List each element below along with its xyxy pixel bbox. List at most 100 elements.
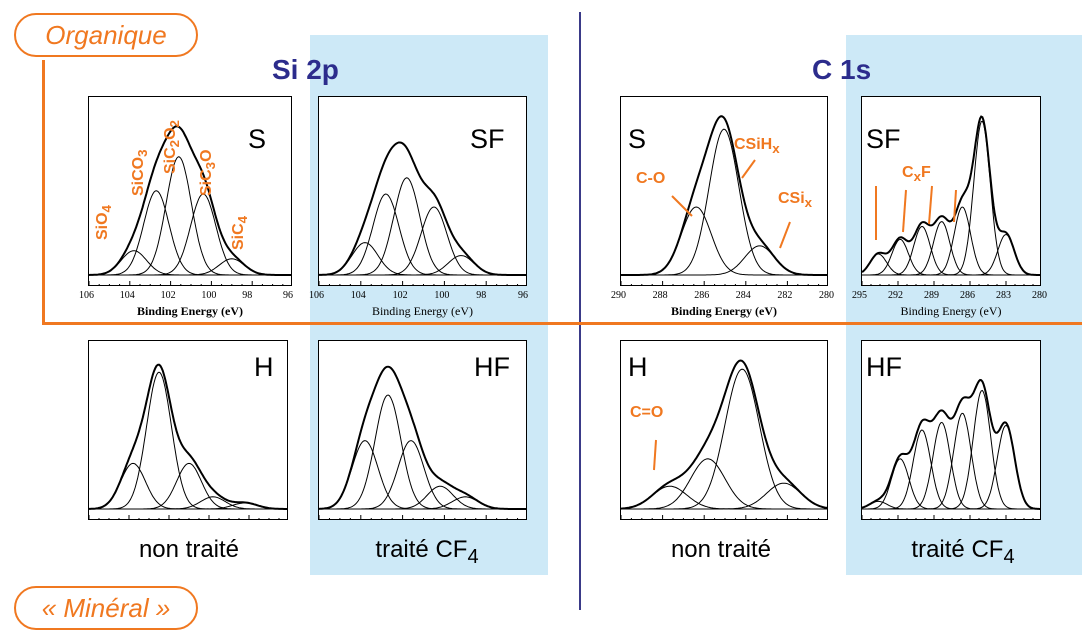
ann-csix: CSix bbox=[778, 190, 813, 211]
envelope-curve bbox=[319, 365, 526, 510]
traite-text: traité CF bbox=[375, 536, 468, 563]
envelope-curve bbox=[89, 125, 291, 276]
x-tick-label: 280 bbox=[1032, 290, 1047, 301]
panel-c-sf bbox=[861, 96, 1041, 286]
x-tick-label: 283 bbox=[996, 290, 1011, 301]
panel-si-hf bbox=[318, 340, 527, 520]
component-peak-1 bbox=[862, 500, 1040, 510]
spectrum-c-s bbox=[621, 115, 827, 285]
organique-bracket-vertical bbox=[42, 60, 45, 325]
panel-label-si-s: S bbox=[248, 124, 267, 154]
x-tick-label: 282 bbox=[777, 290, 793, 301]
ann-csihx: CSiHx bbox=[734, 136, 780, 157]
organique-label: Organique bbox=[14, 13, 198, 57]
row-divider bbox=[42, 322, 1082, 325]
label-traite-si: traité CF4 bbox=[312, 536, 542, 569]
envelope-curve bbox=[862, 115, 1040, 276]
x-tick-label: 288 bbox=[652, 290, 668, 301]
envelope-curve bbox=[319, 141, 526, 276]
x-tick-label: 100 bbox=[434, 290, 450, 301]
x-tick-label: 100 bbox=[201, 290, 217, 301]
spectrum-c-sf bbox=[862, 115, 1040, 285]
envelope-curve bbox=[89, 363, 287, 510]
x-tick-label: 96 bbox=[518, 290, 528, 301]
panel-c-h bbox=[620, 340, 828, 520]
mineral-label: « Minéral » bbox=[14, 586, 198, 630]
spectrum-si-s bbox=[89, 125, 291, 285]
label-non-traite-c: non traité bbox=[670, 536, 772, 563]
section-title-si2p: Si 2p bbox=[272, 54, 339, 85]
traite-sub: 4 bbox=[467, 545, 479, 568]
component-peak-3 bbox=[862, 429, 1040, 510]
x-tick-label: 295 bbox=[852, 290, 867, 301]
x-tick-label: 106 bbox=[309, 290, 324, 301]
component-peak-1 bbox=[89, 250, 291, 276]
x-tick-label: 280 bbox=[819, 290, 834, 301]
panel-label-c-sf: SF bbox=[866, 124, 901, 154]
x-tick-label: 102 bbox=[160, 290, 176, 301]
envelope-curve bbox=[621, 115, 827, 276]
panel-label-si-h: H bbox=[254, 352, 274, 382]
component-peak-4 bbox=[89, 496, 287, 510]
panel-label-c-hf: HF bbox=[866, 352, 902, 382]
ann-co: C-O bbox=[636, 170, 666, 187]
ann-ceo: C=O bbox=[630, 404, 664, 421]
ann-cxf: CxF bbox=[902, 164, 931, 185]
spectrum-si-sf bbox=[319, 141, 526, 285]
component-peak-1 bbox=[621, 206, 827, 276]
x-tick-label: 96 bbox=[283, 290, 293, 301]
panel-label-si-hf: HF bbox=[474, 352, 510, 382]
x-tick-label: 104 bbox=[350, 290, 366, 301]
panel-label-si-sf: SF bbox=[470, 124, 505, 154]
envelope-curve bbox=[621, 359, 827, 510]
component-peak-5 bbox=[862, 206, 1040, 276]
x-tick-label: 286 bbox=[694, 290, 710, 301]
label-non-traite-si: non traité bbox=[138, 536, 240, 563]
component-peak-3 bbox=[89, 156, 291, 276]
component-peak-7 bbox=[862, 233, 1040, 276]
ann-sic3o: SiC3O bbox=[198, 149, 219, 196]
ann-sico3: SiCO3 bbox=[130, 149, 151, 196]
x-tick-label: 290 bbox=[611, 290, 626, 301]
xlabel-c-s: Binding Energy (eV) bbox=[670, 304, 777, 318]
spectrum-c-hf bbox=[862, 378, 1040, 519]
x-tick-label: 286 bbox=[960, 290, 975, 301]
xlabel-si-sf: Binding Energy (eV) bbox=[371, 304, 474, 318]
panel-c-hf bbox=[861, 340, 1041, 520]
x-tick-label: 289 bbox=[924, 290, 939, 301]
component-peak-2 bbox=[319, 193, 526, 276]
traite-sub: 4 bbox=[1003, 545, 1015, 568]
spectrum-c-h bbox=[621, 359, 827, 519]
component-peak-2 bbox=[89, 371, 287, 510]
x-tick-label: 98 bbox=[242, 290, 253, 301]
panel-si-s bbox=[88, 96, 292, 286]
x-tick-label: 292 bbox=[888, 290, 903, 301]
x-tick-label: 284 bbox=[735, 290, 751, 301]
xlabel-c-sf: Binding Energy (eV) bbox=[900, 304, 1002, 318]
panel-label-c-h: H bbox=[628, 352, 648, 382]
component-peak-1 bbox=[862, 253, 1040, 276]
envelope-curve bbox=[862, 378, 1040, 510]
component-peak-2 bbox=[621, 458, 827, 510]
panel-c-s bbox=[620, 96, 828, 286]
spectrum-si-hf bbox=[319, 365, 526, 519]
x-tick-label: 106 bbox=[79, 290, 94, 301]
label-traite-c: traité CF4 bbox=[848, 536, 1078, 569]
component-peak-4 bbox=[319, 206, 526, 276]
column-divider bbox=[579, 12, 581, 610]
ann-sic2o2: SiC2O2 bbox=[162, 120, 183, 174]
panel-si-h bbox=[88, 340, 288, 520]
ann-sic4: SiC4 bbox=[230, 215, 251, 250]
section-title-c1s: C 1s bbox=[812, 54, 872, 85]
x-tick-label: 102 bbox=[392, 290, 408, 301]
x-tick-label: 104 bbox=[119, 290, 135, 301]
traite-text: traité CF bbox=[911, 536, 1004, 563]
ann-sio4: SiO4 bbox=[94, 205, 115, 240]
component-peak-3 bbox=[621, 245, 827, 276]
panel-si-sf bbox=[318, 96, 527, 286]
component-peak-1 bbox=[319, 242, 526, 276]
xlabel-si-s: Binding Energy (eV) bbox=[136, 304, 243, 318]
spectrum-si-h bbox=[89, 363, 287, 519]
x-tick-label: 98 bbox=[476, 290, 487, 301]
panel-label-c-s: S bbox=[628, 124, 647, 154]
